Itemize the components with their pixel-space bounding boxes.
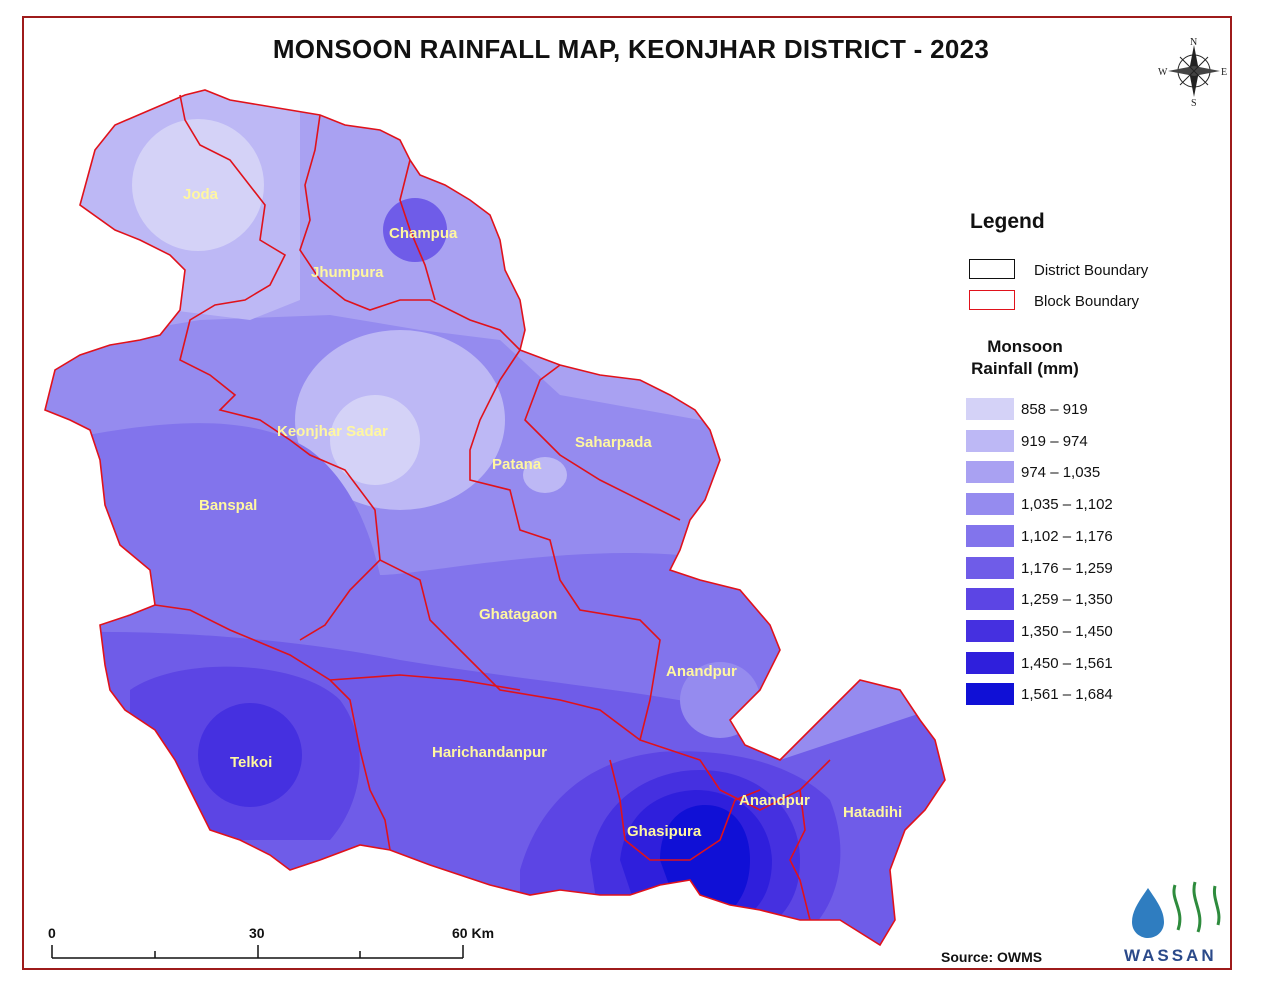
legend-class-label: 1,035 – 1,102 bbox=[1021, 496, 1113, 514]
block-label-joda: Joda bbox=[183, 186, 219, 203]
block-boundary-line bbox=[524, 364, 681, 521]
legend-class-label: 1,350 – 1,450 bbox=[1021, 622, 1113, 640]
legend-swatch bbox=[966, 683, 1014, 706]
legend-swatch bbox=[966, 619, 1014, 642]
legend-block-swatch bbox=[969, 290, 1015, 310]
block-label-champua: Champua bbox=[389, 225, 458, 242]
block-boundary-line bbox=[379, 559, 641, 741]
block-boundary-line bbox=[789, 789, 811, 921]
rainfall-zone-patana bbox=[523, 457, 567, 493]
legend-district-swatch bbox=[969, 259, 1015, 279]
wassan-logo bbox=[1132, 881, 1221, 938]
legend-swatch bbox=[966, 461, 1014, 484]
block-label-ghatagaon: Ghatagaon bbox=[479, 606, 557, 623]
rainfall-zone-sadar-core bbox=[330, 395, 420, 485]
legend-class-label: 1,102 – 1,176 bbox=[1021, 527, 1113, 545]
district-outline bbox=[44, 89, 946, 947]
legend-swatch bbox=[966, 524, 1014, 547]
legend-rainfall-title-line1: Monsoon bbox=[987, 337, 1063, 356]
scale-label-zero: 0 bbox=[48, 925, 56, 941]
legend-rainfall-title-line2: Rainfall (mm) bbox=[971, 359, 1079, 378]
block-label-saharpada: Saharpada bbox=[575, 434, 652, 451]
scale-bar bbox=[51, 945, 464, 959]
compass-n: N bbox=[1190, 37, 1197, 48]
block-label-hatadihi: Hatadihi bbox=[843, 804, 902, 821]
map-title: MONSOON RAINFALL MAP, KEONJHAR DISTRICT … bbox=[272, 34, 990, 64]
legend-class-label: 974 – 1,035 bbox=[1021, 464, 1101, 482]
rainfall-zone-joda bbox=[132, 119, 264, 251]
legend-class-label: 1,561 – 1,684 bbox=[1021, 686, 1113, 704]
compass-s: S bbox=[1191, 98, 1197, 109]
legend-title: Legend bbox=[970, 210, 1045, 233]
block-boundary-line bbox=[299, 114, 521, 351]
logo-leaf-icon bbox=[1192, 881, 1202, 933]
legend-block-label: Block Boundary bbox=[1034, 293, 1140, 310]
map-frame bbox=[22, 16, 1232, 970]
legend-class-label: 1,176 – 1,259 bbox=[1021, 559, 1113, 577]
block-boundary-line bbox=[469, 349, 831, 811]
rainfall-zone-telkoi bbox=[198, 703, 302, 807]
legend-rainfall-title: Monsoon Rainfall (mm) bbox=[950, 336, 1100, 380]
legend-class-label: 858 – 919 bbox=[1021, 401, 1088, 418]
block-label-telkoi: Telkoi bbox=[230, 754, 272, 771]
block-label-anandpur-south: Anandpur bbox=[739, 792, 810, 809]
compass-diagonal bbox=[1179, 56, 1209, 86]
block-boundaries bbox=[154, 94, 831, 921]
block-label-ghasipura: Ghasipura bbox=[627, 823, 702, 840]
block-label-banspal: Banspal bbox=[199, 497, 257, 514]
compass-w: W bbox=[1158, 67, 1168, 78]
logo-drop-icon bbox=[1132, 888, 1164, 938]
legend-swatch bbox=[966, 651, 1014, 674]
legend-swatch bbox=[966, 493, 1014, 516]
block-label-harichandanpur: Harichandanpur bbox=[432, 744, 547, 761]
source-note: Source: OWMS bbox=[941, 949, 1043, 965]
legend-district-label: District Boundary bbox=[1034, 262, 1149, 279]
legend-class-label: 1,450 – 1,561 bbox=[1021, 654, 1113, 672]
scale-label-mid: 30 bbox=[249, 925, 265, 941]
legend-swatch bbox=[966, 588, 1014, 611]
logo-leaf-icon bbox=[1172, 884, 1182, 931]
block-label-anandpur-north: Anandpur bbox=[666, 663, 737, 680]
logo-leaf-icon bbox=[1212, 885, 1221, 926]
legend-swatch bbox=[966, 398, 1014, 420]
scale-label-end: 60 Km bbox=[452, 925, 495, 941]
legend-swatch bbox=[966, 556, 1014, 579]
compass-e: E bbox=[1221, 67, 1227, 78]
block-boundary-line bbox=[329, 674, 521, 691]
legend-class-label: 1,259 – 1,350 bbox=[1021, 591, 1113, 609]
block-boundary-line bbox=[399, 159, 436, 301]
rainfall-zone-champua bbox=[383, 198, 447, 262]
legend-swatch bbox=[966, 429, 1014, 452]
compass-rose: N S W E bbox=[1158, 37, 1227, 109]
block-boundary-line bbox=[154, 604, 391, 851]
block-label-keonjhar-sadar: Keonjhar Sadar bbox=[277, 423, 388, 440]
block-boundary-line bbox=[179, 94, 381, 641]
block-boundary-line bbox=[609, 759, 761, 861]
legend-class-label: 919 – 974 bbox=[1021, 432, 1088, 450]
logo-text: WASSAN bbox=[1124, 946, 1217, 965]
block-label-patana: Patana bbox=[492, 456, 542, 473]
compass-diagonal bbox=[1179, 56, 1209, 86]
block-label-jhumpura: Jhumpura bbox=[311, 264, 384, 281]
